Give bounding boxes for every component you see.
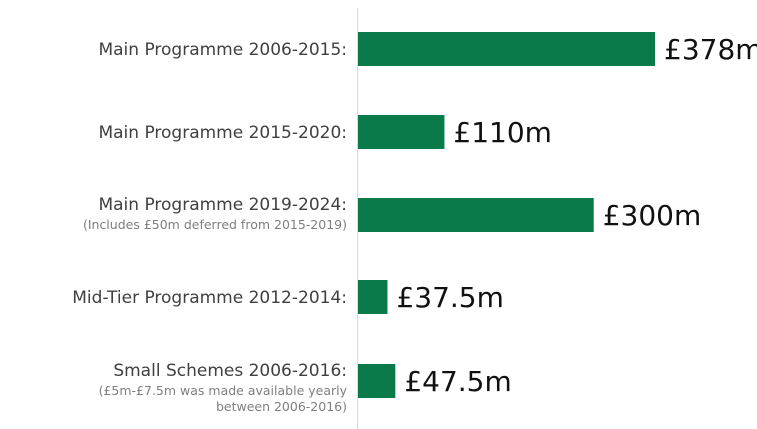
category-note-5-2: between 2006-2016) [216, 399, 347, 414]
bars-group [358, 32, 655, 398]
category-labels-group: Main Programme 2006-2015: Main Programme … [72, 40, 347, 414]
bar-3 [358, 198, 594, 232]
category-label-3: Main Programme 2019-2024: [98, 195, 347, 215]
category-label-1: Main Programme 2006-2015: [98, 40, 347, 60]
bar-2 [358, 115, 445, 149]
value-label-1: £378m [664, 33, 757, 66]
category-note-3-1: (Includes £50m deferred from 2015-2019) [83, 217, 347, 232]
category-label-4: Mid-Tier Programme 2012-2014: [72, 288, 347, 308]
value-label-2: £110m [453, 116, 552, 149]
category-label-2: Main Programme 2015-2020: [98, 123, 347, 143]
value-labels-group: £378m £110m £300m £37.5m £47.5m [396, 33, 757, 398]
value-label-4: £37.5m [396, 281, 503, 314]
category-note-5-1: (£5m-£7.5m was made available yearly [99, 383, 348, 398]
value-label-3: £300m [603, 199, 702, 232]
bar-5 [358, 364, 396, 398]
value-label-5: £47.5m [404, 365, 511, 398]
category-label-5: Small Schemes 2006-2016: [113, 361, 347, 381]
bar-4 [358, 280, 388, 314]
bar-1 [358, 32, 655, 66]
